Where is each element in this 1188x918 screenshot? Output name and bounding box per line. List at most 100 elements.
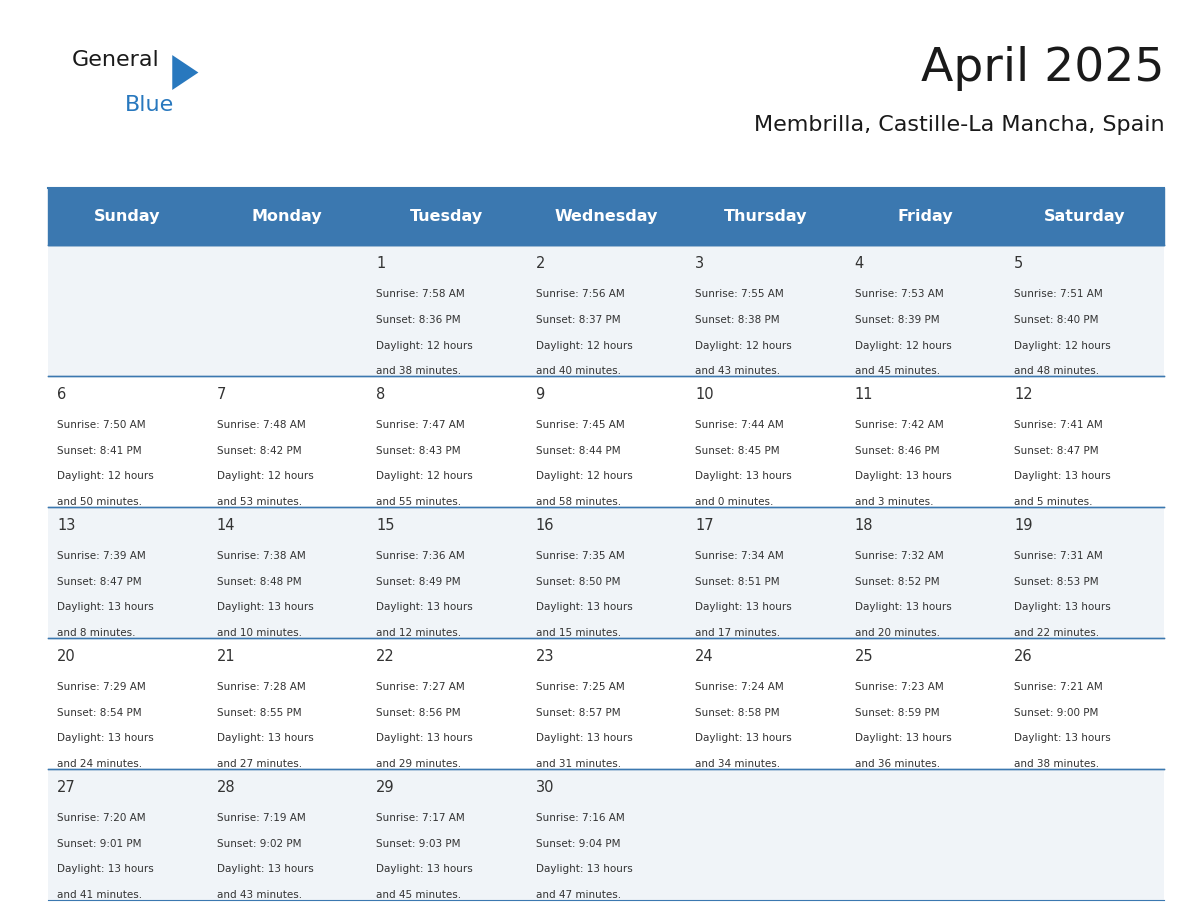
Text: Sunset: 8:39 PM: Sunset: 8:39 PM: [854, 315, 940, 325]
FancyBboxPatch shape: [1005, 638, 1164, 768]
Text: Sunrise: 7:38 AM: Sunrise: 7:38 AM: [216, 551, 305, 561]
FancyBboxPatch shape: [685, 507, 845, 638]
FancyBboxPatch shape: [1005, 376, 1164, 507]
Text: Daylight: 13 hours: Daylight: 13 hours: [1015, 472, 1111, 481]
FancyBboxPatch shape: [526, 376, 685, 507]
Text: Friday: Friday: [897, 209, 953, 224]
Text: Sunrise: 7:35 AM: Sunrise: 7:35 AM: [536, 551, 625, 561]
Text: Sunrise: 7:23 AM: Sunrise: 7:23 AM: [854, 682, 943, 692]
Text: Sunrise: 7:53 AM: Sunrise: 7:53 AM: [854, 289, 943, 299]
Text: and 31 minutes.: and 31 minutes.: [536, 759, 621, 769]
Text: and 10 minutes.: and 10 minutes.: [216, 628, 302, 638]
Text: Daylight: 13 hours: Daylight: 13 hours: [57, 602, 153, 612]
Text: Daylight: 12 hours: Daylight: 12 hours: [57, 472, 153, 481]
Text: and 20 minutes.: and 20 minutes.: [854, 628, 940, 638]
Text: Sunset: 8:53 PM: Sunset: 8:53 PM: [1015, 577, 1099, 587]
Text: Sunrise: 7:29 AM: Sunrise: 7:29 AM: [57, 682, 146, 692]
Text: and 8 minutes.: and 8 minutes.: [57, 628, 135, 638]
Text: Sunrise: 7:27 AM: Sunrise: 7:27 AM: [377, 682, 465, 692]
Text: 6: 6: [57, 387, 67, 402]
Text: 12: 12: [1015, 387, 1032, 402]
Text: Daylight: 13 hours: Daylight: 13 hours: [536, 733, 632, 744]
Text: 26: 26: [1015, 649, 1032, 664]
Text: Membrilla, Castille-La Mancha, Spain: Membrilla, Castille-La Mancha, Spain: [753, 115, 1164, 135]
Text: Daylight: 12 hours: Daylight: 12 hours: [216, 472, 314, 481]
Text: Sunset: 8:51 PM: Sunset: 8:51 PM: [695, 577, 779, 587]
Text: and 27 minutes.: and 27 minutes.: [216, 759, 302, 769]
FancyBboxPatch shape: [207, 638, 367, 768]
FancyBboxPatch shape: [48, 376, 207, 507]
Text: 23: 23: [536, 649, 554, 664]
Text: Sunset: 8:55 PM: Sunset: 8:55 PM: [216, 708, 302, 718]
Text: Sunrise: 7:17 AM: Sunrise: 7:17 AM: [377, 812, 465, 823]
Text: Sunrise: 7:25 AM: Sunrise: 7:25 AM: [536, 682, 625, 692]
Polygon shape: [172, 55, 198, 90]
Text: Blue: Blue: [125, 95, 173, 115]
Text: Sunrise: 7:24 AM: Sunrise: 7:24 AM: [695, 682, 784, 692]
Text: 17: 17: [695, 518, 714, 533]
Text: Daylight: 13 hours: Daylight: 13 hours: [57, 864, 153, 874]
Text: Daylight: 13 hours: Daylight: 13 hours: [854, 472, 952, 481]
Text: 24: 24: [695, 649, 714, 664]
Text: Sunset: 8:50 PM: Sunset: 8:50 PM: [536, 577, 620, 587]
Text: 8: 8: [377, 387, 385, 402]
Text: Daylight: 13 hours: Daylight: 13 hours: [1015, 602, 1111, 612]
Text: 11: 11: [854, 387, 873, 402]
FancyBboxPatch shape: [845, 376, 1005, 507]
Text: and 15 minutes.: and 15 minutes.: [536, 628, 621, 638]
Text: and 17 minutes.: and 17 minutes.: [695, 628, 781, 638]
FancyBboxPatch shape: [48, 638, 207, 768]
Text: Daylight: 13 hours: Daylight: 13 hours: [536, 864, 632, 874]
Text: Sunset: 9:01 PM: Sunset: 9:01 PM: [57, 838, 141, 848]
Text: 9: 9: [536, 387, 545, 402]
Text: Sunset: 8:59 PM: Sunset: 8:59 PM: [854, 708, 940, 718]
Text: Sunset: 8:56 PM: Sunset: 8:56 PM: [377, 708, 461, 718]
Text: 29: 29: [377, 779, 394, 795]
Text: Daylight: 12 hours: Daylight: 12 hours: [854, 341, 952, 351]
Text: and 48 minutes.: and 48 minutes.: [1015, 366, 1099, 376]
Text: 1: 1: [377, 256, 385, 271]
Text: 21: 21: [216, 649, 235, 664]
Text: Sunrise: 7:16 AM: Sunrise: 7:16 AM: [536, 812, 625, 823]
Text: and 24 minutes.: and 24 minutes.: [57, 759, 143, 769]
Text: and 43 minutes.: and 43 minutes.: [695, 366, 781, 376]
FancyBboxPatch shape: [526, 768, 685, 900]
Text: Sunset: 8:47 PM: Sunset: 8:47 PM: [1015, 446, 1099, 455]
Text: Thursday: Thursday: [723, 209, 807, 224]
Text: Daylight: 13 hours: Daylight: 13 hours: [695, 733, 792, 744]
Text: Sunset: 9:04 PM: Sunset: 9:04 PM: [536, 838, 620, 848]
FancyBboxPatch shape: [685, 768, 845, 900]
Text: Sunrise: 7:20 AM: Sunrise: 7:20 AM: [57, 812, 146, 823]
FancyBboxPatch shape: [207, 507, 367, 638]
Text: Sunrise: 7:36 AM: Sunrise: 7:36 AM: [377, 551, 465, 561]
Text: 27: 27: [57, 779, 76, 795]
Text: Sunset: 8:58 PM: Sunset: 8:58 PM: [695, 708, 779, 718]
Text: Sunrise: 7:48 AM: Sunrise: 7:48 AM: [216, 420, 305, 430]
Text: Sunrise: 7:56 AM: Sunrise: 7:56 AM: [536, 289, 625, 299]
Text: Sunset: 8:41 PM: Sunset: 8:41 PM: [57, 446, 141, 455]
Text: Daylight: 12 hours: Daylight: 12 hours: [695, 341, 792, 351]
Text: Sunrise: 7:44 AM: Sunrise: 7:44 AM: [695, 420, 784, 430]
Text: Daylight: 13 hours: Daylight: 13 hours: [377, 602, 473, 612]
Text: and 50 minutes.: and 50 minutes.: [57, 498, 143, 507]
Text: and 22 minutes.: and 22 minutes.: [1015, 628, 1099, 638]
Text: Sunrise: 7:47 AM: Sunrise: 7:47 AM: [377, 420, 465, 430]
Text: Daylight: 12 hours: Daylight: 12 hours: [536, 341, 632, 351]
Text: Daylight: 13 hours: Daylight: 13 hours: [216, 602, 314, 612]
Text: Sunrise: 7:31 AM: Sunrise: 7:31 AM: [1015, 551, 1102, 561]
Text: General: General: [71, 50, 159, 71]
FancyBboxPatch shape: [526, 638, 685, 768]
FancyBboxPatch shape: [48, 507, 207, 638]
Text: Sunrise: 7:51 AM: Sunrise: 7:51 AM: [1015, 289, 1102, 299]
Text: and 12 minutes.: and 12 minutes.: [377, 628, 461, 638]
Text: Sunrise: 7:32 AM: Sunrise: 7:32 AM: [854, 551, 943, 561]
Text: Daylight: 12 hours: Daylight: 12 hours: [1015, 341, 1111, 351]
FancyBboxPatch shape: [1005, 768, 1164, 900]
FancyBboxPatch shape: [48, 188, 1164, 245]
Text: and 38 minutes.: and 38 minutes.: [377, 366, 461, 376]
Text: 14: 14: [216, 518, 235, 533]
FancyBboxPatch shape: [367, 638, 526, 768]
Text: Daylight: 13 hours: Daylight: 13 hours: [377, 864, 473, 874]
FancyBboxPatch shape: [48, 768, 207, 900]
Text: and 38 minutes.: and 38 minutes.: [1015, 759, 1099, 769]
